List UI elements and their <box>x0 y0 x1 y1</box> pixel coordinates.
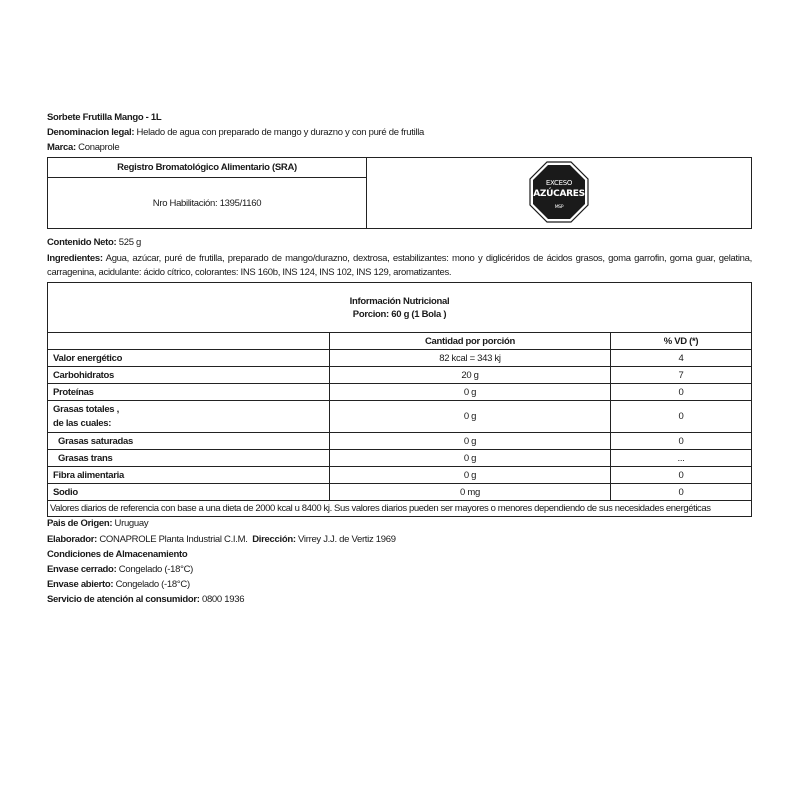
value: Congelado (-18°C) <box>116 564 194 575</box>
seal-line2: AZÚCARES <box>533 187 585 199</box>
label: Contenido Neto: <box>47 237 117 248</box>
condiciones-text: Condiciones de Almacenamiento <box>47 549 188 560</box>
table-row: Sodio 0 mg 0 <box>47 483 752 501</box>
contenido-neto: Contenido Neto: 525 g <box>47 237 141 248</box>
label: Envase abierto: <box>47 579 114 590</box>
marca: Marca: Conaprole <box>47 142 120 153</box>
row-name: Proteínas <box>47 383 330 401</box>
registro-header: Registro Bromatológico Alimentario (SRA) <box>47 157 367 178</box>
row-vd: 7 <box>610 366 752 384</box>
row-amount: 0 mg <box>329 483 611 501</box>
row-name: Sodio <box>47 483 330 501</box>
row-name: Valor energético <box>47 349 330 367</box>
label: Elaborador: <box>47 534 98 545</box>
nutrition-title: Información Nutricional <box>349 295 450 307</box>
elaborador: Elaborador: CONAPROLE Planta Industrial … <box>47 534 396 545</box>
value: Conaprole <box>75 142 120 153</box>
title-text: Sorbete Frutilla Mango - 1L <box>47 112 162 123</box>
value: Helado de agua con preparado de mango y … <box>134 127 425 138</box>
value: Uruguay <box>112 518 149 529</box>
table-row: Valor energético 82 kcal = 343 kj 4 <box>47 349 752 367</box>
envase-abierto: Envase abierto: Congelado (-18°C) <box>47 579 190 590</box>
row-amount: 20 g <box>329 366 611 384</box>
row-name: Grasas trans <box>47 449 330 467</box>
value: 525 g <box>116 237 142 248</box>
nutrition-table: Información Nutricional Porcion: 60 g (1… <box>47 282 752 517</box>
row-amount: 0 g <box>329 400 611 433</box>
label: Envase cerrado: <box>47 564 117 575</box>
label: Denominacion legal: <box>47 127 135 138</box>
label: Pais de Origen: <box>47 518 113 529</box>
row-name-text: Sodio <box>53 486 78 498</box>
row-name: Grasas saturadas <box>47 432 330 450</box>
row-vd: 0 <box>610 466 752 484</box>
row-name-text: Fibra alimentaria <box>53 469 124 481</box>
row-name: Fibra alimentaria <box>47 466 330 484</box>
servicio-consumidor: Servicio de atención al consumidor: 0800… <box>47 594 244 605</box>
row-name-text: Valor energético <box>53 352 123 364</box>
registro-table: Registro Bromatológico Alimentario (SRA)… <box>47 157 752 229</box>
value: 0800 1936 <box>199 594 245 605</box>
col-vd-text: % VD (*) <box>663 335 699 347</box>
label: Ingredientes: <box>47 253 103 264</box>
registro-value: Nro Habilitación: 1395/1160 <box>47 177 367 229</box>
direccion-label: Dirección: <box>252 534 296 545</box>
row-name: Carbohidratos <box>47 366 330 384</box>
seal-line1: EXCESO <box>546 179 573 187</box>
nutrition-footnote: Valores diarios de referencia con base a… <box>47 500 752 517</box>
warning-seal-cell: EXCESO AZÚCARES MSP <box>366 157 752 229</box>
product-title: Sorbete Frutilla Mango - 1L <box>47 112 162 123</box>
col-amount-header: Cantidad por porción <box>329 332 611 350</box>
table-row: Grasas trans 0 g... <box>47 449 752 467</box>
row-name-text: Grasas saturadas <box>58 435 133 447</box>
denominacion-legal: Denominacion legal: Helado de agua con p… <box>47 127 424 138</box>
col-vd-header: % VD (*) <box>610 332 752 350</box>
col-amount-text: Cantidad por porción <box>424 335 516 347</box>
row-amount: 0 g <box>329 383 611 401</box>
ingredientes: Ingredientes: Agua, azúcar, puré de frut… <box>47 252 752 280</box>
value: Congelado (-18°C) <box>113 579 191 590</box>
row-name: Grasas totales , de las cuales: <box>47 400 330 433</box>
row-vd: ... <box>610 449 752 467</box>
nutrition-header: Información Nutricional Porcion: 60 g (1… <box>47 282 752 333</box>
direccion-value: Virrey J.J. de Vertiz 1969 <box>295 534 396 545</box>
row-name-text2: de las cuales: <box>53 417 112 429</box>
row-amount: 0 g <box>329 466 611 484</box>
row-vd: 4 <box>610 349 752 367</box>
row-amount: 82 kcal = 343 kj <box>329 349 611 367</box>
envase-cerrado: Envase cerrado: Congelado (-18°C) <box>47 564 193 575</box>
value: CONAPROLE Planta Industrial C.I.M. <box>97 534 253 545</box>
label: Marca: <box>47 142 76 153</box>
row-name-text: Grasas totales , <box>53 403 119 415</box>
exceso-azucares-seal-icon: EXCESO AZÚCARES MSP <box>529 160 589 223</box>
pais-origen: Pais de Origen: Uruguay <box>47 518 149 529</box>
nutrition-portion: Porcion: 60 g (1 Bola ) <box>352 308 447 320</box>
row-vd: 0 <box>610 400 752 433</box>
row-name-text: Grasas trans <box>58 452 113 464</box>
row-vd: 0 <box>610 383 752 401</box>
condiciones-almacenamiento: Condiciones de Almacenamiento <box>47 549 188 560</box>
row-vd: 0 <box>610 432 752 450</box>
value: Agua, azúcar, puré de frutilla, preparad… <box>47 253 752 278</box>
row-amount: 0 g <box>329 432 611 450</box>
row-amount: 0 g <box>329 449 611 467</box>
row-name-text: Carbohidratos <box>53 369 115 381</box>
empty-header <box>47 332 330 350</box>
registro-header-text: Registro Bromatológico Alimentario (SRA) <box>117 162 297 173</box>
row-vd: 0 <box>610 483 752 501</box>
seal-line3: MSP <box>555 204 564 210</box>
label: Servicio de atención al consumidor: <box>47 594 200 605</box>
row-name-text: Proteínas <box>53 386 94 398</box>
